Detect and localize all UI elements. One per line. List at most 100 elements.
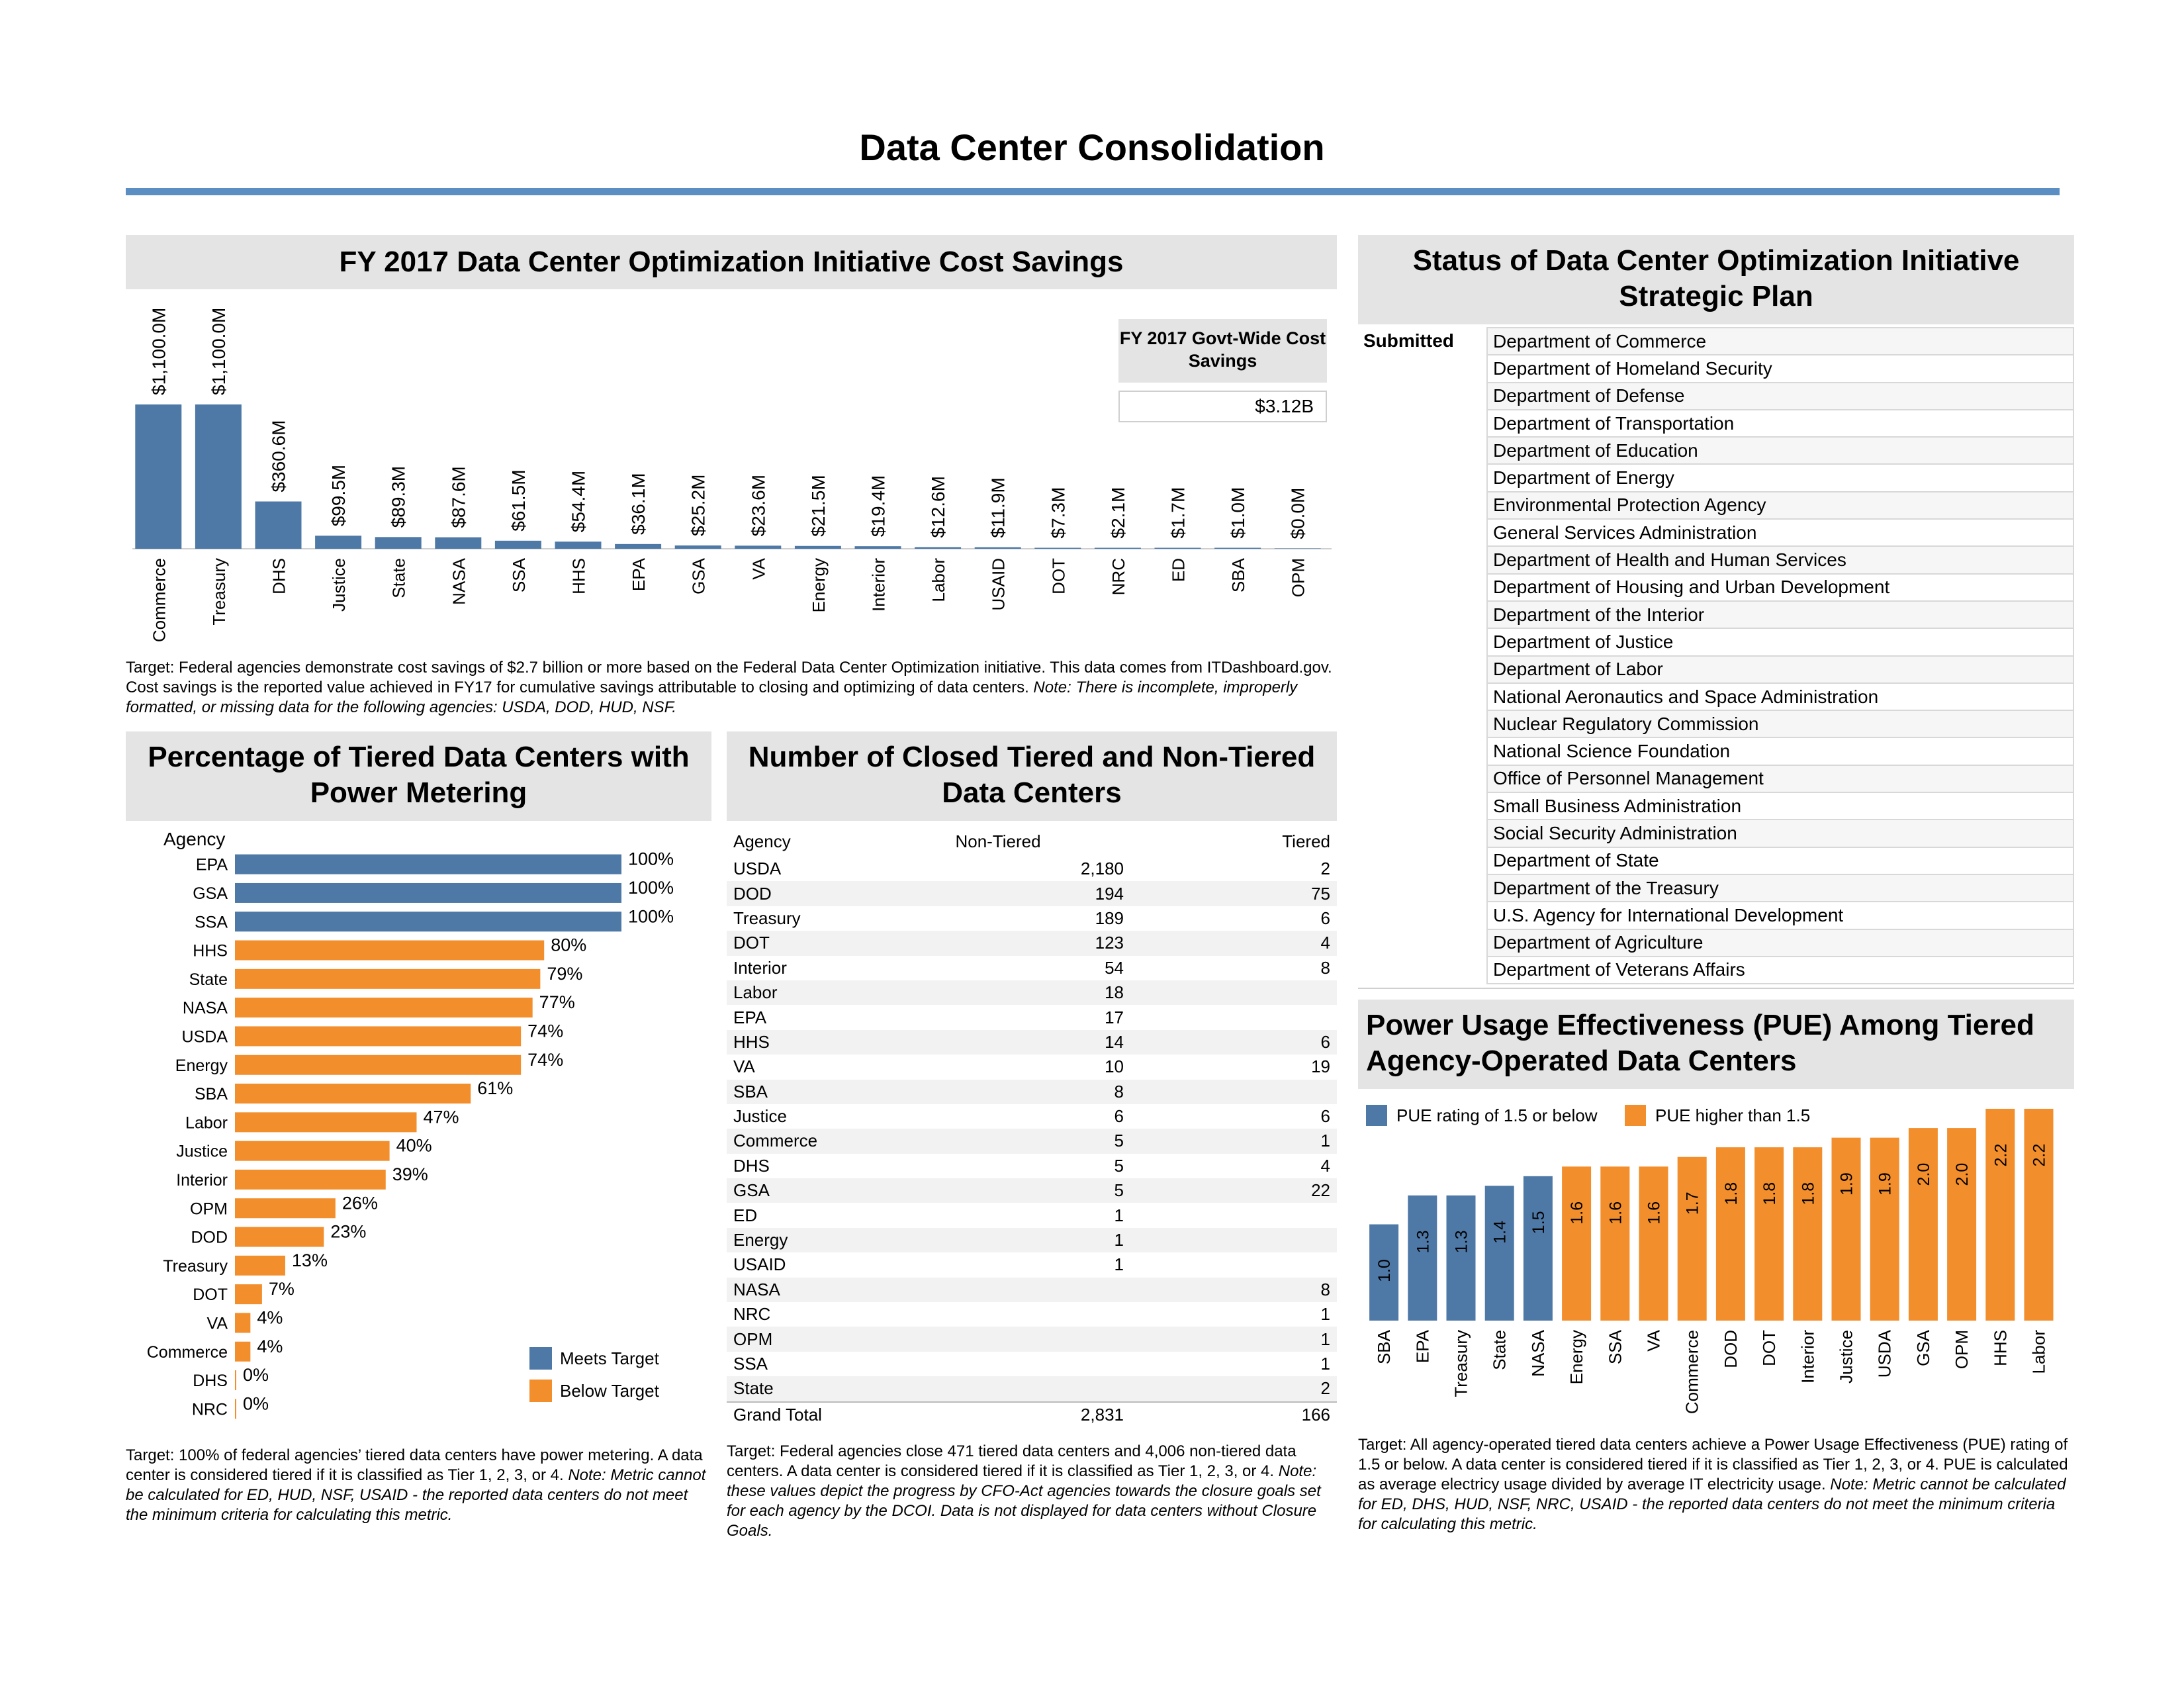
pue-category-label: Justice (1837, 1330, 1856, 1383)
cost-savings-chart: $1,100.0M Commerce $1,100.0M Treasury $360.6… (132, 308, 1332, 642)
pue-bar (1947, 1128, 1977, 1321)
closed-tiered-cell: 8 (1130, 1277, 1337, 1303)
pue-value-label: 2.0 (1953, 1163, 1972, 1186)
metering-category-label: USDA (182, 1027, 228, 1046)
cost-bar (494, 540, 541, 549)
status-row: Department of Health and Human Services (1358, 545, 2074, 575)
cost-bar (974, 547, 1021, 549)
closed-table-row: OPM 1 (727, 1327, 1337, 1352)
closed-table-row: EPA 17 (727, 1005, 1337, 1029)
status-row: Office of Personnel Management (1358, 764, 2074, 794)
status-bottom-rule (1358, 988, 2074, 989)
pue-note: Target: All agency-operated tiered data … (1358, 1435, 2074, 1534)
closed-nontiered-cell: 5 (1114, 1155, 1124, 1176)
pue-category-label: SBA (1374, 1329, 1394, 1364)
status-row: National Science Foundation (1358, 737, 2074, 766)
pue-category-label: Energy (1567, 1330, 1586, 1384)
pue-category-label: DOD (1721, 1330, 1741, 1368)
pue-value-label: 1.3 (1414, 1231, 1432, 1254)
cost-bar (255, 501, 302, 549)
status-department: Department of Transportation (1486, 408, 2074, 438)
cost-value-label: $23.6M (748, 475, 768, 536)
pue-bar (1985, 1109, 2015, 1321)
metering-value-label: 0% (243, 1393, 269, 1413)
metering-bar (235, 1198, 336, 1219)
pue-legend-bad-label: PUE higher than 1.5 (1655, 1105, 1811, 1125)
closed-agency-cell: Justice (733, 1106, 787, 1127)
closed-table-row: GSA 5 22 (727, 1178, 1337, 1203)
status-department: Department of Defense (1486, 381, 2074, 410)
status-row: Department of Labor (1358, 655, 2074, 684)
title-rule (126, 188, 2060, 195)
status-department: National Aeronautics and Space Administr… (1486, 682, 2074, 712)
status-department: Department of Education (1486, 436, 2074, 465)
cost-category-label: DOT (1048, 558, 1068, 594)
metering-category-label: Energy (175, 1056, 228, 1075)
metering-legend-below-swatch (529, 1380, 552, 1402)
metering-value-label: 79% (547, 964, 582, 984)
closed-tiered-cell (1130, 1203, 1337, 1227)
pue-bar (1408, 1195, 1437, 1321)
closed-table: Agency Non-Tiered Tiered USDA 2,180 2 DOD 19… (727, 826, 1337, 1427)
cost-value-label: $19.4M (868, 475, 889, 537)
metering-bar (235, 1313, 251, 1333)
closed-nontiered-cell: 54 (1105, 957, 1124, 978)
cost-savings-header: FY 2017 Data Center Optimization Initiat… (126, 235, 1337, 289)
pue-bar (1562, 1166, 1592, 1321)
closed-agency-cell: SSA (733, 1354, 768, 1374)
pue-legend-good: PUE rating of 1.5 or below (1366, 1104, 1598, 1127)
cost-savings-title: FY 2017 Data Center Optimization Initiat… (339, 246, 1124, 278)
pue-category-label: SSA (1605, 1329, 1625, 1364)
closed-nontiered-cell (866, 1277, 1130, 1303)
metering-bar (235, 1026, 522, 1047)
closed-tiered-cell: 4 (1320, 1155, 1330, 1176)
metering-category-label: Interior (176, 1171, 228, 1190)
status-row: Submitted Department of Commerce (1358, 326, 2074, 356)
pue-bar (1715, 1147, 1745, 1321)
grand-total-label: Grand Total (727, 1401, 866, 1427)
cost-value-label: $11.9M (988, 477, 1009, 538)
closed-tiered-cell: 8 (1320, 957, 1330, 978)
status-row: Department of Housing and Urban Developm… (1358, 573, 2074, 602)
metering-bar (235, 1341, 251, 1362)
status-department: General Services Administration (1486, 518, 2074, 547)
closed-agency-cell: NRC (733, 1304, 771, 1325)
pue-title: Power Usage Effectiveness (PUE) Among Ti… (1366, 1009, 2034, 1077)
metering-bar (235, 940, 545, 961)
pue-category-label: DOT (1759, 1330, 1779, 1366)
metering-bar (235, 1399, 236, 1419)
cost-bar (1214, 547, 1261, 549)
cost-bar (1094, 547, 1141, 549)
metering-legend-below-label: Below Target (560, 1381, 660, 1401)
status-department: Department of Housing and Urban Developm… (1486, 573, 2074, 602)
closed-nontiered-cell: 1 (866, 1227, 1130, 1253)
pue-value-label: 1.9 (1876, 1172, 1895, 1196)
metering-category-label: DHS (193, 1372, 228, 1390)
pue-chart: 1.0 SBA 1.3 EPA 1.3 Treasury 1.4 State 1.5 NASA 1.… (1369, 1109, 2054, 1414)
cost-note-main: Target: Federal agencies demonstrate cos… (126, 659, 1332, 696)
status-department: Department of Justice (1486, 628, 2074, 657)
metering-category-label: NRC (192, 1400, 228, 1419)
metering-note-italic: Note: Metric cannot be calculated for ED… (126, 1466, 706, 1524)
cost-category-label: Interior (869, 558, 889, 612)
closed-tiered-cell (1130, 1079, 1337, 1104)
metering-value-label: 26% (342, 1193, 378, 1213)
closed-table-row: SSA 1 (727, 1352, 1337, 1376)
status-row: U.S. Agency for International Developmen… (1358, 901, 2074, 930)
status-department: Department of Homeland Security (1486, 354, 2074, 383)
closed-note-main: Target: Federal agencies close 471 tiere… (727, 1442, 1297, 1480)
cost-value-label: $2.1M (1108, 487, 1128, 539)
metering-category-label: EPA (196, 856, 228, 874)
metering-category-label: VA (207, 1314, 228, 1333)
cost-value-label: $25.2M (688, 475, 709, 536)
closed-tiered-cell: 19 (1311, 1056, 1330, 1077)
status-row: Social Security Administration (1358, 819, 2074, 848)
grand-total-tiered: 166 (1130, 1401, 1337, 1427)
metering-category-label: OPM (190, 1199, 228, 1218)
status-department: Department of Labor (1486, 655, 2074, 684)
cost-value-label: $7.3M (1048, 487, 1068, 539)
status-row: Department of Veterans Affairs (1358, 955, 2074, 985)
pue-legend-good-label: PUE rating of 1.5 or below (1396, 1105, 1598, 1125)
metering-value-label: 100% (628, 849, 674, 869)
pue-value-label: 1.6 (1606, 1201, 1625, 1225)
